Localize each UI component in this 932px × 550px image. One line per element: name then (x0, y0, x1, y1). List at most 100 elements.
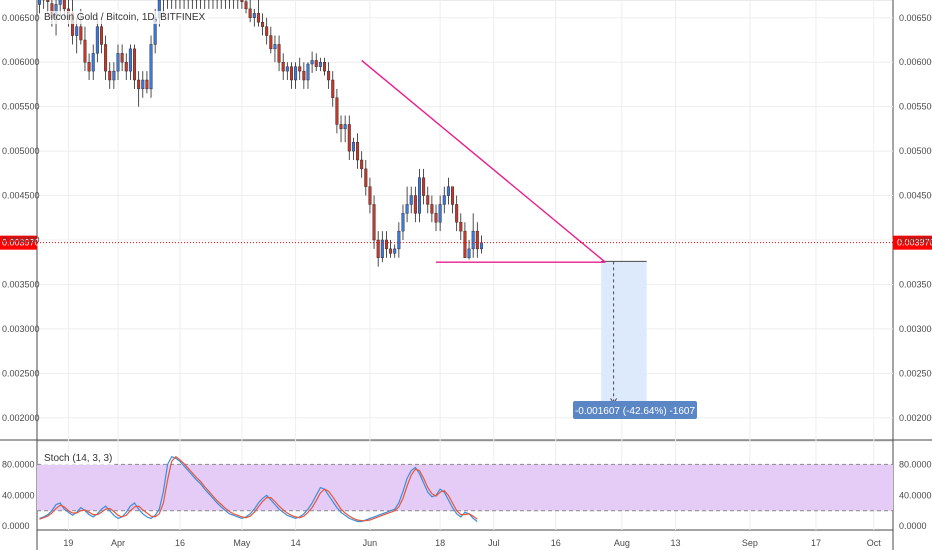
time-tick-label: Aug (614, 538, 630, 548)
candle-body (62, 0, 66, 10)
candle-body (426, 195, 430, 205)
measure-label-bg (573, 401, 697, 419)
time-tick-label: Oct (867, 538, 882, 548)
measure-box (601, 261, 647, 405)
candle-body (99, 26, 103, 45)
candle-body (389, 248, 393, 254)
time-tick-label: 13 (671, 538, 681, 548)
stoch-band (37, 463, 893, 512)
time-tick-label: 19 (63, 538, 73, 548)
time-tick-label: May (233, 538, 251, 548)
current-price-tag-left (0, 235, 37, 250)
candle-body (380, 239, 384, 258)
price-tick-label-left: 0.005000 (2, 146, 40, 156)
candle-body (417, 177, 421, 214)
candle-body (434, 213, 438, 223)
candle-body (273, 44, 277, 50)
price-tick-label-right: 0.005000 (899, 146, 932, 156)
price-tick-label-right: 0.004500 (899, 191, 932, 201)
candle-body (372, 204, 376, 241)
candle-body (475, 230, 479, 250)
candle-body (285, 66, 289, 72)
stoch-d-line (39, 455, 478, 522)
title-backdrop (42, 452, 115, 465)
price-tick-label-left: 0.006000 (2, 57, 40, 67)
candle-body (256, 13, 260, 23)
candle-body (112, 70, 116, 81)
price-tick-label-left: 0.003000 (2, 324, 40, 334)
candle-body (104, 44, 108, 72)
candle-body (137, 79, 141, 90)
price-tick-label-right: 0.006000 (899, 57, 932, 67)
candle-body (244, 1, 248, 10)
axes: 0.006500 0.006500 0.006000 0.006000 0.005500… (2, 13, 932, 548)
measure-projection: -0.001607 (-42.64%) -1607 (573, 260, 697, 419)
candle-body (347, 124, 351, 152)
candle-body (281, 62, 285, 72)
price-tick-label-right: 0.003500 (899, 279, 932, 289)
time-tick-label: 14 (291, 538, 301, 548)
candle-body (108, 70, 112, 81)
candle-body (451, 186, 455, 205)
candle-body (277, 44, 281, 63)
current-price-label-left: 0.003970 (2, 238, 40, 248)
candle-body (75, 26, 79, 36)
price-tick-label-right: 0.002500 (899, 368, 932, 378)
candle-body (471, 230, 475, 250)
candle-body (459, 222, 463, 232)
stoch-overbought-oversold-band (37, 464, 893, 511)
descending-trendline (361, 59, 606, 263)
candle-body (368, 186, 372, 205)
candle-body (289, 66, 293, 81)
stoch-tick-label-right: 0.0000 (899, 521, 927, 531)
price-tick-label-right: 0.004000 (899, 235, 932, 245)
time-tick-label: 17 (811, 538, 821, 548)
candle-body (467, 248, 471, 258)
candle-body (298, 66, 302, 72)
stoch-lines (39, 455, 478, 523)
time-tick-label: 18 (435, 538, 445, 548)
candle-body (314, 60, 318, 67)
time-tick-label: 16 (175, 538, 185, 548)
candle-body (318, 62, 322, 67)
candle-body (240, 0, 244, 2)
candle-body (446, 186, 450, 196)
candle-body (38, 0, 42, 5)
candle-body (430, 204, 434, 214)
current-price-label-right: 0.003970 (897, 238, 932, 248)
candle-body (327, 70, 331, 81)
candle-body (120, 53, 124, 63)
candle-body (401, 213, 405, 232)
candle-body (252, 13, 256, 18)
candle-body (438, 204, 442, 223)
candle-body (356, 142, 360, 161)
time-tick-label: 16 (551, 538, 561, 548)
candle-body (455, 204, 459, 223)
candle-body (79, 26, 83, 41)
candle-body (331, 79, 335, 98)
price-tick-label-left: 0.006500 (2, 13, 40, 23)
candle-body (46, 0, 50, 2)
candle-body (397, 230, 401, 250)
candle-body (116, 53, 120, 72)
time-tick-label: Jul (488, 538, 500, 548)
candle-body (133, 48, 137, 81)
price-tick-label-left: 0.002500 (2, 368, 40, 378)
candle-body (261, 22, 265, 27)
current-price-tag-right (893, 235, 932, 250)
candles (38, 0, 483, 267)
stoch-tick-label-left: 0.0000 (2, 521, 30, 531)
candle-body (87, 62, 91, 72)
chart-title: Bitcoin Gold / Bitcoin, 1D, BITFINEX (44, 12, 205, 23)
candle-body (95, 26, 99, 54)
stoch-tick-label-right: 80.0000 (899, 459, 932, 469)
candle-body (306, 63, 310, 81)
time-tick-label: Jun (363, 538, 378, 548)
candle-body (83, 39, 87, 63)
candle-body (409, 195, 413, 205)
candle-body (145, 79, 149, 90)
price-tick-label-left: 0.004000 (2, 235, 40, 245)
candle-body (351, 142, 355, 152)
candle-body (294, 66, 298, 81)
stoch-k-line (39, 455, 478, 523)
